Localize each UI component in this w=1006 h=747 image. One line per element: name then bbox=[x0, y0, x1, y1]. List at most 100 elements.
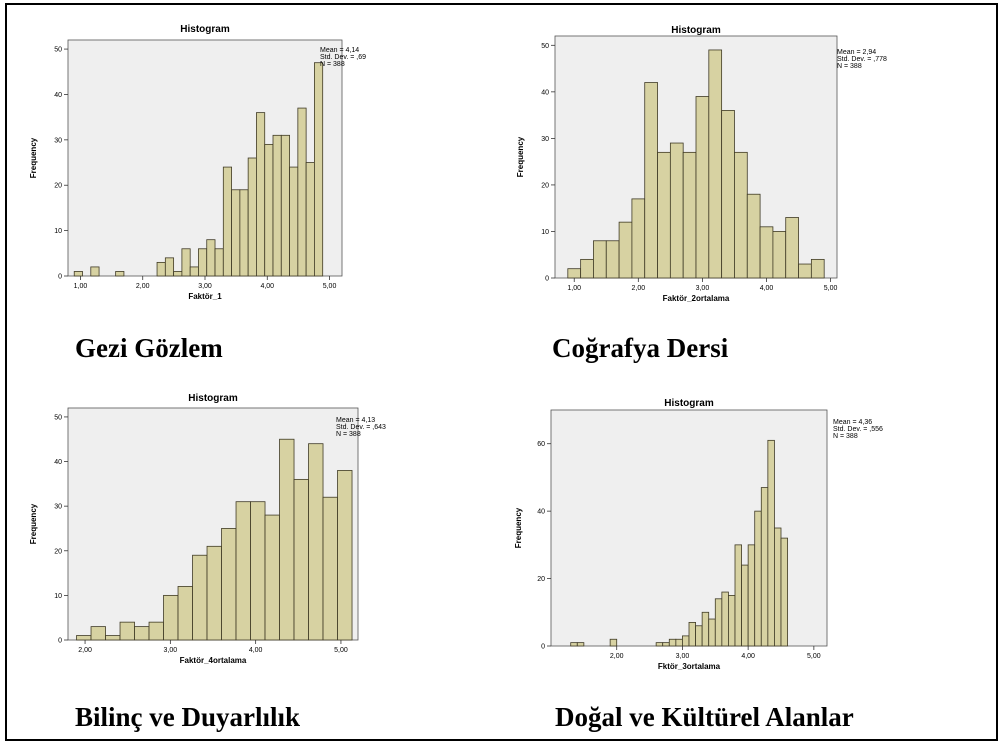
y-tick-label: 0 bbox=[541, 644, 545, 651]
histogram-bar bbox=[767, 439, 775, 647]
histogram-bar bbox=[164, 257, 175, 277]
histogram-bar bbox=[156, 261, 166, 277]
histogram-bar bbox=[798, 263, 812, 279]
chart-title: Histogram bbox=[188, 393, 238, 404]
y-tick-label: 20 bbox=[537, 576, 545, 583]
histogram-bar bbox=[256, 112, 266, 277]
histogram-bar bbox=[746, 193, 761, 279]
histogram-bar bbox=[682, 635, 690, 647]
y-tick-label: 0 bbox=[545, 276, 549, 283]
histogram-bar bbox=[580, 258, 594, 279]
histogram-bar bbox=[305, 162, 315, 277]
y-tick-label: 0 bbox=[58, 274, 62, 281]
histogram-panel-4: Histogram 0 20 40 60 2,00 3,00 4,00 5,00 Fktör_3o… bbox=[505, 390, 883, 671]
stats-std: Std. Dev. = ,778 bbox=[837, 56, 887, 63]
histogram-bar bbox=[772, 231, 787, 279]
x-tick-label: 3,00 bbox=[676, 653, 690, 660]
x-tick-label: 5,00 bbox=[824, 285, 838, 292]
histogram-bar bbox=[231, 189, 241, 277]
x-tick-label: 3,00 bbox=[164, 647, 178, 654]
y-tick-label: 40 bbox=[541, 89, 549, 96]
histogram-bar bbox=[272, 134, 282, 277]
histogram-bar bbox=[708, 49, 723, 279]
x-tick-label: 4,00 bbox=[760, 285, 774, 292]
histogram-bar bbox=[701, 611, 710, 647]
y-axis-label: Frequency bbox=[29, 137, 38, 178]
histogram-bar bbox=[206, 545, 222, 641]
stats-box-2: Mean = 2,94 Std. Dev. = ,778 N = 388 bbox=[837, 49, 887, 70]
x-tick-label: 4,00 bbox=[741, 653, 755, 660]
stats-std: Std. Dev. = ,556 bbox=[833, 426, 883, 433]
histogram-bar bbox=[774, 527, 782, 647]
histogram-bar bbox=[177, 586, 193, 641]
chart-title: Histogram bbox=[180, 24, 230, 35]
histogram-bar bbox=[297, 107, 307, 277]
histogram-bar bbox=[714, 598, 723, 647]
histogram-bar bbox=[747, 544, 756, 647]
x-tick-label: 2,00 bbox=[610, 653, 624, 660]
histogram-bar bbox=[280, 134, 290, 277]
histogram-bar bbox=[314, 62, 324, 277]
histogram-bar bbox=[115, 271, 125, 277]
x-axis-label: Faktör_2ortalama bbox=[663, 294, 730, 303]
histogram-bar bbox=[105, 635, 121, 641]
histogram-bar bbox=[741, 564, 749, 647]
histogram-bar bbox=[247, 157, 257, 277]
histogram-bar bbox=[90, 626, 106, 641]
caption-dogal-ve-kulturel-alanlar: Doğal ve Kültürel Alanlar bbox=[555, 702, 854, 732]
stats-std: Std. Dev. = ,643 bbox=[336, 424, 386, 431]
histogram-bar bbox=[810, 258, 825, 279]
y-tick-label: 50 bbox=[54, 414, 62, 421]
stats-n: N = 388 bbox=[320, 61, 345, 68]
y-tick-label: 50 bbox=[54, 47, 62, 54]
histogram-bar bbox=[235, 501, 251, 641]
histogram-panel-2: Histogram 0 10 20 30 40 50 1,00 2,00 3,00 4,00 5,00… bbox=[505, 24, 887, 303]
x-tick-label: 1,00 bbox=[567, 285, 581, 292]
stats-mean: Mean = 4,14 bbox=[320, 47, 360, 54]
histogram-chart-1: Histogram 0 10 20 30 40 50 1,00 2,00 3,00 4,00 5,00… bbox=[29, 24, 343, 301]
stats-mean: Mean = 4,36 bbox=[833, 419, 873, 426]
x-tick-label: 3,00 bbox=[696, 285, 710, 292]
histogram-bar bbox=[576, 642, 585, 647]
histogram-panel-1: Histogram 0 10 20 30 40 50 1,00 2,00 3,00 4,00 5,00… bbox=[20, 22, 366, 301]
x-axis-label: Fktör_3ortalama bbox=[658, 662, 721, 671]
y-tick-label: 40 bbox=[54, 92, 62, 99]
histogram-bar bbox=[206, 239, 216, 277]
x-tick-label: 5,00 bbox=[323, 283, 337, 290]
histogram-bar bbox=[760, 487, 769, 647]
y-tick-label: 20 bbox=[541, 182, 549, 189]
histogram-bar bbox=[605, 240, 620, 279]
histogram-bar bbox=[264, 143, 274, 277]
histogram-chart-4: Histogram 0 20 40 60 2,00 3,00 4,00 5,00 Fktör_3o… bbox=[514, 398, 828, 671]
y-tick-label: 20 bbox=[54, 183, 62, 190]
histogram-bar bbox=[148, 621, 164, 641]
x-tick-label: 2,00 bbox=[78, 647, 92, 654]
y-tick-label: 50 bbox=[541, 43, 549, 50]
x-tick-label: 4,00 bbox=[249, 647, 263, 654]
y-tick-label: 30 bbox=[541, 136, 549, 143]
x-axis-label: Faktör_1 bbox=[188, 292, 222, 301]
y-tick-label: 10 bbox=[541, 229, 549, 236]
y-axis-label: Frequency bbox=[514, 507, 523, 548]
x-axis-label: Faktör_4ortalama bbox=[180, 656, 247, 665]
y-tick-label: 0 bbox=[58, 638, 62, 645]
histogram-bar bbox=[675, 638, 683, 647]
histogram-chart-2: Histogram 0 10 20 30 40 50 1,00 2,00 3,00 4,00 5,00… bbox=[516, 25, 838, 303]
histogram-bar bbox=[250, 501, 266, 641]
histogram-bar bbox=[668, 638, 677, 647]
y-tick-label: 40 bbox=[54, 459, 62, 466]
x-tick-label: 5,00 bbox=[334, 647, 348, 654]
histogram-bar bbox=[570, 642, 578, 647]
histogram-bar bbox=[734, 544, 742, 647]
histogram-bar bbox=[73, 271, 83, 277]
y-tick-label: 30 bbox=[54, 504, 62, 511]
histogram-bar bbox=[734, 151, 748, 279]
chart-title: Histogram bbox=[664, 398, 714, 409]
histogram-bar bbox=[662, 642, 670, 647]
histogram-bar bbox=[90, 266, 100, 277]
histogram-bar bbox=[181, 248, 191, 277]
histogram-bar bbox=[221, 528, 237, 641]
histogram-bar bbox=[134, 626, 150, 641]
histogram-chart-3: Histogram 0 10 20 30 40 50 2,00 3,00 4,00 5,00 Fakt… bbox=[29, 393, 359, 665]
histogram-bar bbox=[293, 478, 309, 641]
